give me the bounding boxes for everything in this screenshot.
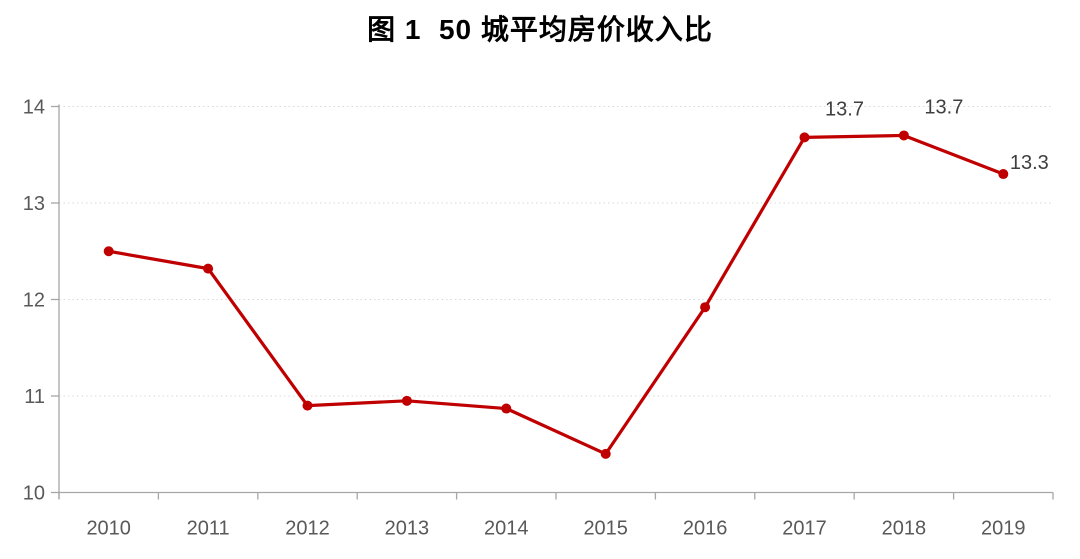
data-point xyxy=(600,448,611,459)
data-label: 13.7 xyxy=(924,96,963,118)
x-tick-label: 2014 xyxy=(484,518,529,540)
x-tick-label: 2013 xyxy=(385,518,430,540)
data-point xyxy=(401,395,412,406)
data-point xyxy=(998,169,1009,180)
x-tick-label: 2017 xyxy=(782,518,827,540)
series-line xyxy=(107,133,1005,456)
y-tick-label: 10 xyxy=(23,483,45,505)
x-tick-label: 2010 xyxy=(86,518,131,540)
y-tick-label: 12 xyxy=(23,290,45,312)
data-point xyxy=(700,302,711,313)
chart-title: 图 1 50 城平均房价收入比 xyxy=(367,14,713,45)
data-point xyxy=(302,400,313,411)
x-tick-label: 2016 xyxy=(683,518,728,540)
data-point xyxy=(203,263,214,274)
y-tick-label: 11 xyxy=(24,386,45,408)
x-tick-label: 2019 xyxy=(981,518,1026,540)
data-point xyxy=(799,132,810,143)
data-point xyxy=(898,130,909,141)
y-tick-label: 14 xyxy=(23,97,45,119)
x-tick-label: 2011 xyxy=(187,518,230,540)
data-label: 13.7 xyxy=(825,98,864,120)
data-label: 13.3 xyxy=(1010,152,1049,174)
x-tick-label: 2018 xyxy=(882,518,927,540)
x-tick-label: 2012 xyxy=(285,518,330,540)
y-tick-label: 13 xyxy=(23,193,45,215)
x-tick-label: 2015 xyxy=(583,518,628,540)
data-point xyxy=(103,246,114,257)
data-point xyxy=(501,403,512,414)
